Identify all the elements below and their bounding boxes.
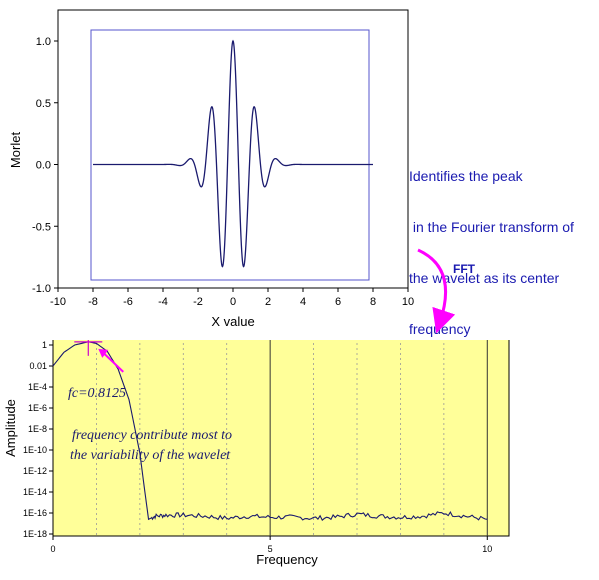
fft-label: FFT (453, 262, 475, 276)
fft-grid (96, 340, 488, 536)
morlet-wavelet-line (93, 39, 373, 268)
fft-y-axis-label: Amplitude (3, 399, 18, 457)
annotation-line-1: Identifies the peak (409, 168, 523, 184)
morlet-x-tick-label: 8 (370, 296, 376, 308)
morlet-x-tick-label: 2 (265, 296, 271, 308)
fft-chart: 0 5 10 1 0.01 1E-4 1E-6 1E-8 1E-10 1E-12 1E-14 1E-… (3, 340, 510, 567)
note-line-1: frequency contribute most to (72, 428, 232, 443)
fft-y-tick-label: 0.01 (29, 361, 47, 371)
annotation-line-3: the wavelet as its center (409, 270, 560, 286)
fft-x-tick-label: 5 (268, 544, 273, 554)
morlet-x-tick-label: -10 (50, 296, 66, 308)
fc-arrowhead (98, 348, 109, 358)
fft-y-tick-label: 1E-14 (23, 487, 47, 497)
fft-y-tick-label: 1 (42, 340, 47, 350)
morlet-x-tick-label: -8 (88, 296, 98, 308)
fft-amplitude-line (52, 341, 488, 522)
morlet-x-axis-label: X value (211, 314, 254, 329)
morlet-x-tick-label: 6 (335, 296, 341, 308)
morlet-y-tick-label: 1.0 (36, 36, 51, 48)
fft-y-tick-label: 1E-16 (23, 508, 47, 518)
center-frequency-annotation: Identifies the peak in the Fourier trans… (409, 134, 599, 355)
fc-value-label: fc=0.8125 (68, 386, 126, 401)
fft-y-tick-label: 1E-10 (23, 445, 47, 455)
morlet-data-frame (90, 29, 370, 281)
fft-x-axis-label: Frequency (256, 552, 318, 567)
fft-y-tick-label: 1E-18 (23, 529, 47, 539)
morlet-chart: -10 -8 -6 -4 -2 0 2 4 6 8 10 -1.0 -0.5 0.0 0.5 1.0 X v… (8, 9, 414, 329)
annotation-line-2: in the Fourier transform of (409, 219, 574, 235)
fc-arrow (100, 350, 124, 373)
morlet-x-tick-label: -6 (123, 296, 133, 308)
morlet-x-tick-label: 10 (402, 296, 414, 308)
morlet-y-ticks: -1.0 -0.5 0.0 0.5 1.0 (32, 36, 58, 295)
morlet-y-tick-label: 0.0 (36, 160, 51, 172)
fft-y-tick-label: 1E-12 (23, 466, 47, 476)
morlet-y-tick-label: -1.0 (32, 283, 51, 295)
peak-crosshair-marker (74, 340, 103, 356)
morlet-x-tick-label: -2 (193, 296, 203, 308)
fft-y-tick-label: 1E-4 (28, 382, 47, 392)
fft-y-tick-label: 1E-6 (28, 403, 47, 413)
fft-y-ticks: 1 0.01 1E-4 1E-6 1E-8 1E-10 1E-12 1E-14 1E-16 1E-… (23, 340, 53, 539)
fft-x-ticks: 0 5 10 (50, 536, 492, 554)
morlet-x-tick-label: 0 (230, 296, 236, 308)
annotation-line-4: frequency (409, 321, 471, 337)
morlet-plot-frame (57, 9, 409, 289)
fft-plot-area (52, 340, 510, 537)
fft-x-tick-label: 10 (482, 544, 492, 554)
morlet-y-axis-label: Morlet (8, 132, 23, 169)
fft-x-tick-label: 0 (50, 544, 55, 554)
morlet-y-tick-label: 0.5 (36, 98, 51, 110)
fft-y-tick-label: 1E-8 (28, 424, 47, 434)
morlet-y-tick-label: -0.5 (32, 221, 51, 233)
morlet-x-ticks: -10 -8 -6 -4 -2 0 2 4 6 8 10 (50, 288, 414, 308)
note-line-2: the variability of the wavelet (70, 448, 231, 463)
morlet-x-tick-label: 4 (300, 296, 306, 308)
morlet-x-tick-label: -4 (158, 296, 168, 308)
